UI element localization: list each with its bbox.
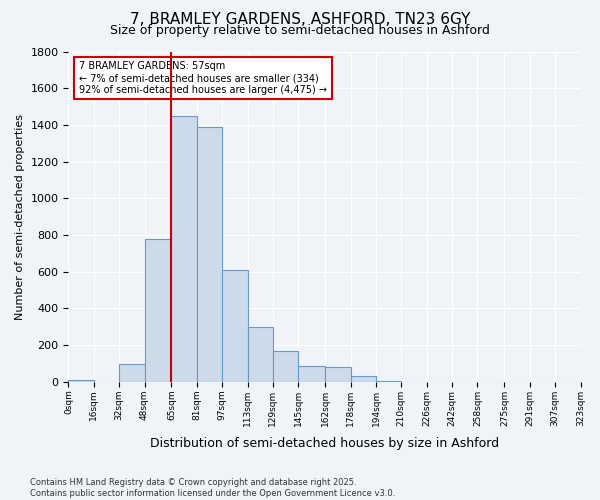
Bar <box>350 376 376 382</box>
Bar <box>273 350 298 382</box>
Text: 7 BRAMLEY GARDENS: 57sqm
← 7% of semi-detached houses are smaller (334)
92% of s: 7 BRAMLEY GARDENS: 57sqm ← 7% of semi-de… <box>79 62 326 94</box>
Bar <box>197 127 222 382</box>
Bar <box>222 270 248 382</box>
Text: Contains HM Land Registry data © Crown copyright and database right 2025.
Contai: Contains HM Land Registry data © Crown c… <box>30 478 395 498</box>
Bar <box>119 364 145 382</box>
Y-axis label: Number of semi-detached properties: Number of semi-detached properties <box>15 114 25 320</box>
Bar <box>68 380 94 382</box>
Text: 7, BRAMLEY GARDENS, ASHFORD, TN23 6GY: 7, BRAMLEY GARDENS, ASHFORD, TN23 6GY <box>130 12 470 28</box>
Bar <box>325 367 350 382</box>
Bar <box>145 238 172 382</box>
Bar <box>376 381 401 382</box>
Bar <box>298 366 325 382</box>
Bar <box>248 327 273 382</box>
Bar <box>172 116 197 382</box>
Text: Size of property relative to semi-detached houses in Ashford: Size of property relative to semi-detach… <box>110 24 490 37</box>
X-axis label: Distribution of semi-detached houses by size in Ashford: Distribution of semi-detached houses by … <box>150 437 499 450</box>
